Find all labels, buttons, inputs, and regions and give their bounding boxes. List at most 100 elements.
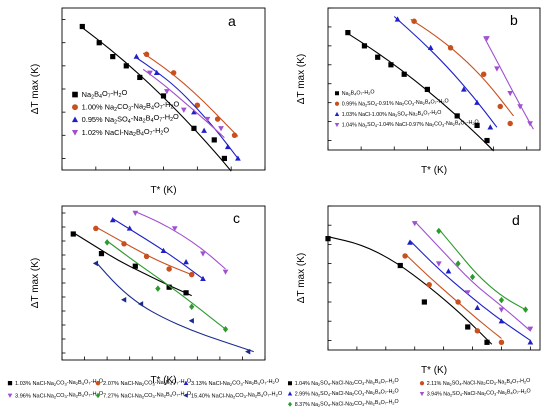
data-point xyxy=(214,116,221,122)
data-point xyxy=(507,90,514,97)
data-point xyxy=(96,40,102,46)
panel-d-frame xyxy=(327,205,541,351)
data-point xyxy=(480,71,487,77)
legend-marker xyxy=(334,111,340,116)
data-point xyxy=(436,227,442,235)
data-point xyxy=(460,86,467,92)
data-point xyxy=(498,339,505,346)
legend-entry: Na2B4O7-H2O xyxy=(82,88,128,100)
panel-d: T* (K) ΔT max (K) d 1.04% Na2SO4-NaCl-Na2CO… xyxy=(287,205,541,408)
data-point xyxy=(166,266,172,272)
data-point xyxy=(527,326,534,332)
series-a-3 xyxy=(142,68,225,139)
legend-d: 1.04% Na2SO4-NaCl-Na2CO3-Na2B4O7-H2O 2.11… xyxy=(287,378,531,408)
legend-marker xyxy=(287,401,293,407)
series-d-0 xyxy=(325,236,493,345)
fit-line xyxy=(410,18,514,117)
fit-line xyxy=(404,253,502,339)
data-point xyxy=(133,53,140,59)
series-c-2 xyxy=(109,217,206,282)
data-point xyxy=(484,339,490,345)
fit-line xyxy=(483,36,534,130)
data-point xyxy=(104,239,110,246)
data-point xyxy=(137,74,143,81)
series-c-0 xyxy=(70,231,192,297)
fit-line xyxy=(81,27,232,172)
data-point xyxy=(375,54,381,60)
data-point xyxy=(455,260,461,267)
data-point xyxy=(224,143,231,150)
data-point xyxy=(397,262,403,269)
fit-line xyxy=(95,261,254,353)
data-point xyxy=(497,103,503,110)
y-axis-label: ΔT max (K) xyxy=(296,253,307,303)
legend-entry: 3.96% NaCl-Na2CO3-Na2B4O7-H2O xyxy=(15,391,104,399)
data-point xyxy=(426,281,432,288)
legend-marker xyxy=(183,380,189,385)
legend-entry: 15.40% NaCl-Na2CO3-Na2B4O7-H2O xyxy=(191,391,283,399)
x-axis-label: T* (K) xyxy=(150,375,176,386)
series-c-5 xyxy=(92,260,254,355)
data-point xyxy=(147,70,153,76)
legend-b: Na2B4O7-H2O 0.99% Na2SO4-0.91% Na2CO3-Na2… xyxy=(334,90,479,129)
data-point xyxy=(474,122,480,128)
data-point xyxy=(498,307,505,313)
data-point xyxy=(194,102,201,108)
data-point xyxy=(447,45,454,51)
data-point xyxy=(222,325,229,333)
data-point xyxy=(465,324,471,330)
fit-line xyxy=(112,218,204,280)
data-point xyxy=(170,70,177,76)
y-axis-label: ΔT max (K) xyxy=(30,258,41,308)
data-point xyxy=(464,290,471,296)
data-point xyxy=(191,125,197,131)
data-point xyxy=(498,296,505,304)
data-point xyxy=(245,348,251,355)
data-point xyxy=(183,290,189,296)
panel-letter-a: a xyxy=(228,13,236,29)
data-point xyxy=(454,113,460,119)
legend-entry: 3.13% NaCl-Na2CO3-Na2B4O7-H2O xyxy=(191,379,280,387)
legend-marker xyxy=(419,381,425,386)
fit-line xyxy=(327,236,493,345)
legend-entry: 2.11% Na2SO4-NaCl-Na2CO3-Na2B4O7-H2O xyxy=(427,378,531,387)
data-point xyxy=(164,89,170,95)
data-point xyxy=(188,271,195,278)
data-point xyxy=(394,16,401,22)
data-point xyxy=(231,132,238,139)
series-c-4 xyxy=(104,239,229,333)
data-point xyxy=(411,221,418,227)
fit-line xyxy=(393,16,498,128)
data-point xyxy=(455,299,461,305)
data-point xyxy=(522,306,529,313)
data-point xyxy=(445,268,452,274)
legend-entry: 1.03% NaCl-Na2CO3-Na2B4O7-H2O xyxy=(15,379,104,387)
data-point xyxy=(345,30,351,36)
data-point xyxy=(98,251,105,257)
data-point xyxy=(153,69,160,76)
data-point xyxy=(435,261,442,267)
series-a-1 xyxy=(142,51,239,139)
data-point xyxy=(143,51,150,58)
panel-letter-b: b xyxy=(510,12,518,28)
data-point xyxy=(191,109,197,115)
y-axis-label: ΔT max (K) xyxy=(30,64,41,114)
fit-line xyxy=(95,226,192,276)
legend-marker xyxy=(71,116,79,123)
legend-entry: 8.37% Na2SO4-NaCl-Na2CO3-Na2B4O7-H2O xyxy=(295,399,399,408)
legend-entry: 2.99% Na2SO4-NaCl-Na2CO3-Na2B4O7-H2O xyxy=(295,389,399,398)
data-point xyxy=(517,104,523,110)
panel-b: T* (K) ΔT max (K) b Na2B4O7-H2O 0.99% Na2SO4… xyxy=(296,7,541,176)
data-point xyxy=(143,253,150,260)
series-d-4 xyxy=(436,227,529,313)
data-point xyxy=(93,225,99,232)
legend-marker xyxy=(183,393,188,398)
data-point xyxy=(183,259,189,265)
data-point xyxy=(123,63,129,69)
data-point xyxy=(411,18,417,24)
data-point xyxy=(388,62,394,68)
legend-marker xyxy=(334,123,340,128)
